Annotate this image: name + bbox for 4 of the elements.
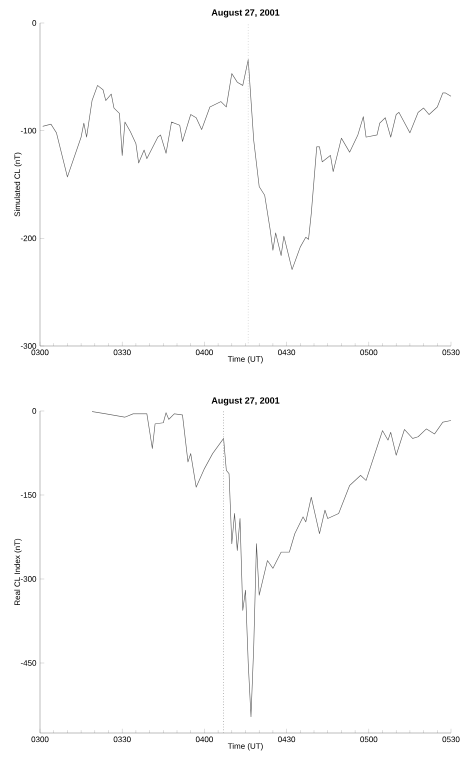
chart-title: August 27, 2001 [212,9,280,18]
line-series [42,59,452,270]
chart-title: August 27, 2001 [212,397,280,406]
line-series [92,411,452,718]
